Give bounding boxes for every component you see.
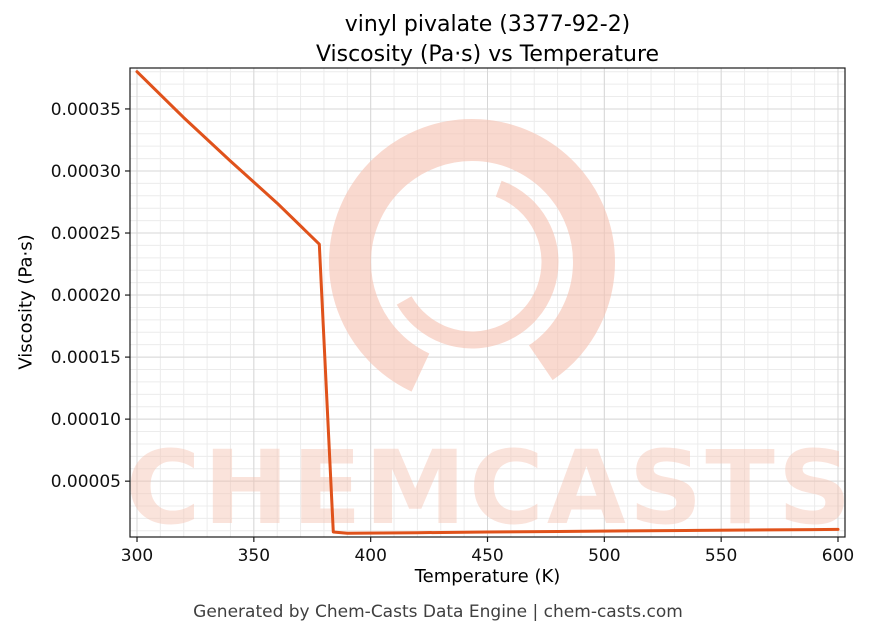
y-tick-label: 0.00015: [51, 348, 121, 368]
viscosity-series-line: [135, 70, 840, 535]
y-tick-label: 0.00025: [51, 224, 121, 244]
chart-title: vinyl pivalate (3377-92-2) Viscosity (Pa…: [130, 10, 845, 69]
x-tick-label: 550: [705, 546, 737, 566]
footer-attribution: Generated by Chem-Casts Data Engine | ch…: [193, 602, 683, 622]
x-tick-label: 600: [822, 546, 854, 566]
y-tick-label: 0.00030: [51, 162, 121, 182]
major-gridlines: [130, 68, 845, 537]
x-tick-label: 400: [354, 546, 386, 566]
x-tick-label: 350: [238, 546, 270, 566]
x-tick-label: 450: [471, 546, 503, 566]
watermark-logo-inner-swirl-icon: [385, 175, 559, 349]
x-tick-label: 300: [121, 546, 153, 566]
y-tick-label: 0.00035: [51, 100, 121, 120]
chart-title-line1: vinyl pivalate (3377-92-2): [344, 12, 631, 37]
viscosity-line: [135, 70, 840, 535]
chart-title-line2: Viscosity (Pa·s) vs Temperature: [315, 41, 660, 67]
axis-ticks-and-labels: 300 350 400 450 500 550 600 0.00005 0.00010 0.000…: [51, 100, 855, 566]
y-tick-label: 0.00005: [51, 472, 121, 492]
x-tick-label: 500: [588, 546, 620, 566]
watermark-logo-ring-icon: [329, 119, 615, 405]
watermark-text: CHEMCASTS: [126, 429, 855, 548]
y-tick-label: 0.00020: [51, 286, 121, 306]
chemcasts-watermark: CHEMCASTS: [126, 119, 855, 548]
x-axis-label: Temperature (K): [414, 566, 561, 587]
y-tick-label: 0.00010: [51, 410, 121, 430]
